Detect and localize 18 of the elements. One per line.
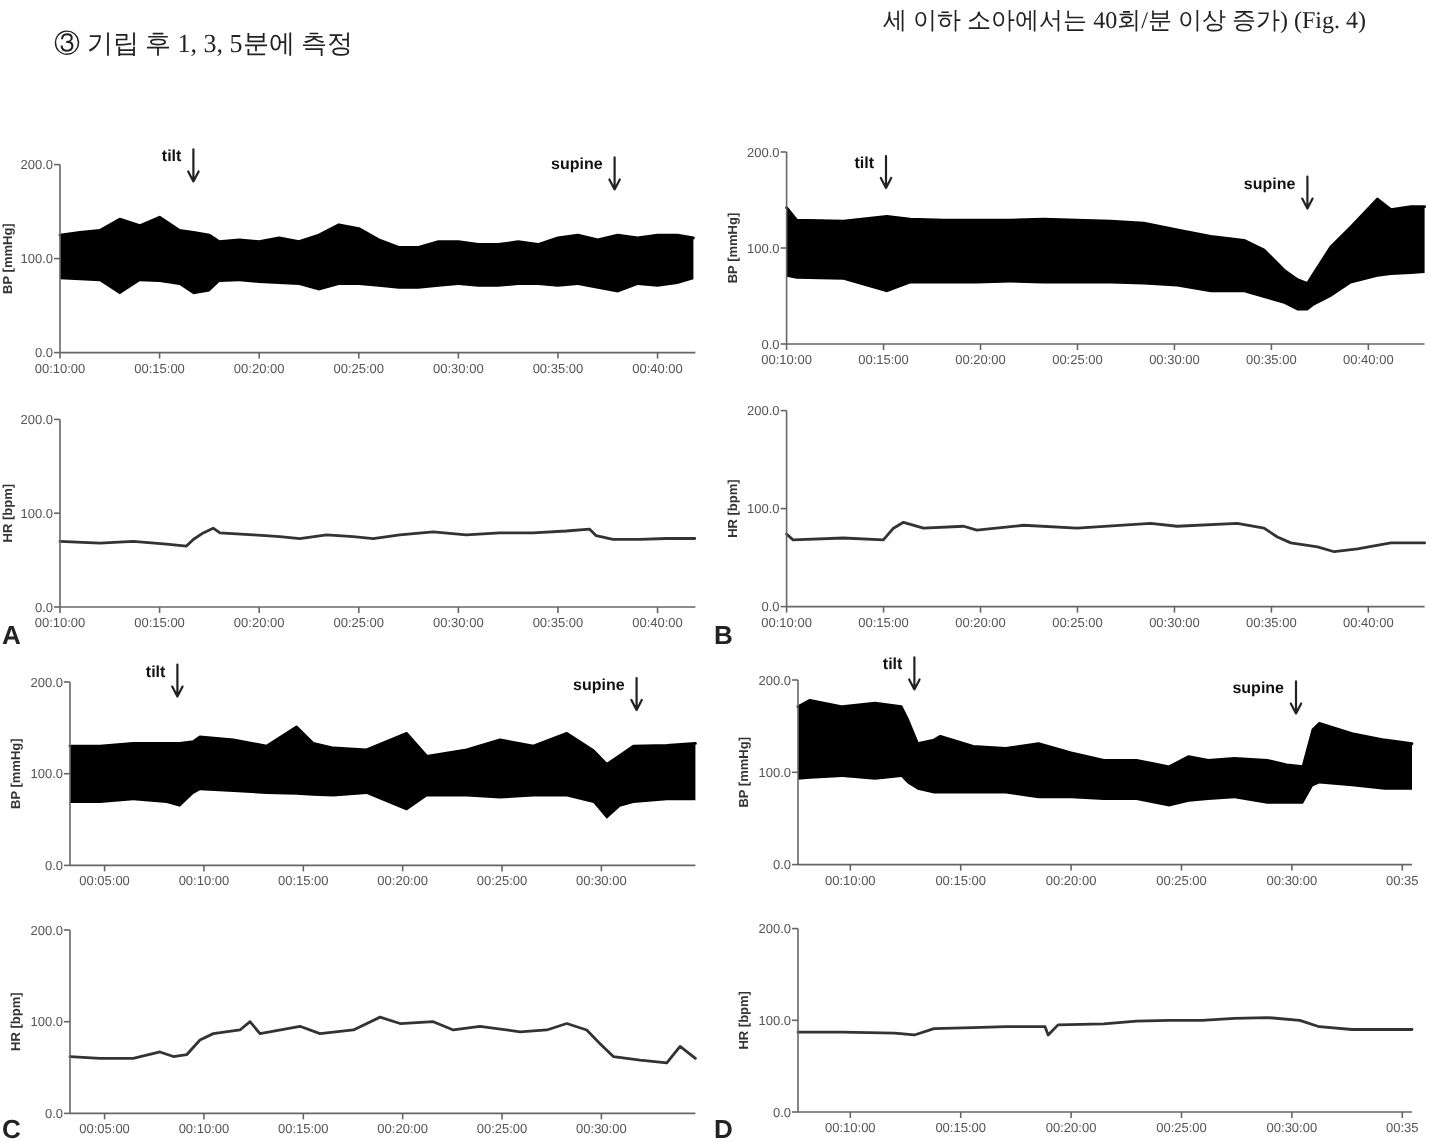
annotation: supine [1232, 679, 1286, 698]
text: tilt [145, 662, 167, 681]
text: B [714, 620, 733, 650]
annotation: supine [551, 155, 604, 174]
text: 세 이하 소아에서는 40회/분 이상 증가) (Fig. 4) [883, 6, 1366, 34]
text: C [2, 1114, 22, 1142]
text: ③ 기립 후 1, 3, 5분에 측정 [54, 28, 353, 58]
annotation: tilt [854, 154, 875, 172]
annotation: supine [1243, 174, 1297, 193]
text: D [714, 1114, 733, 1142]
text: tilt [882, 655, 904, 674]
line-series [785, 520, 1426, 554]
annotation: tilt [161, 147, 183, 166]
text: A [2, 620, 22, 650]
line-series [68, 1015, 697, 1065]
line-series [796, 1016, 1414, 1037]
line-series [58, 526, 697, 548]
annotation: supine [573, 676, 626, 694]
